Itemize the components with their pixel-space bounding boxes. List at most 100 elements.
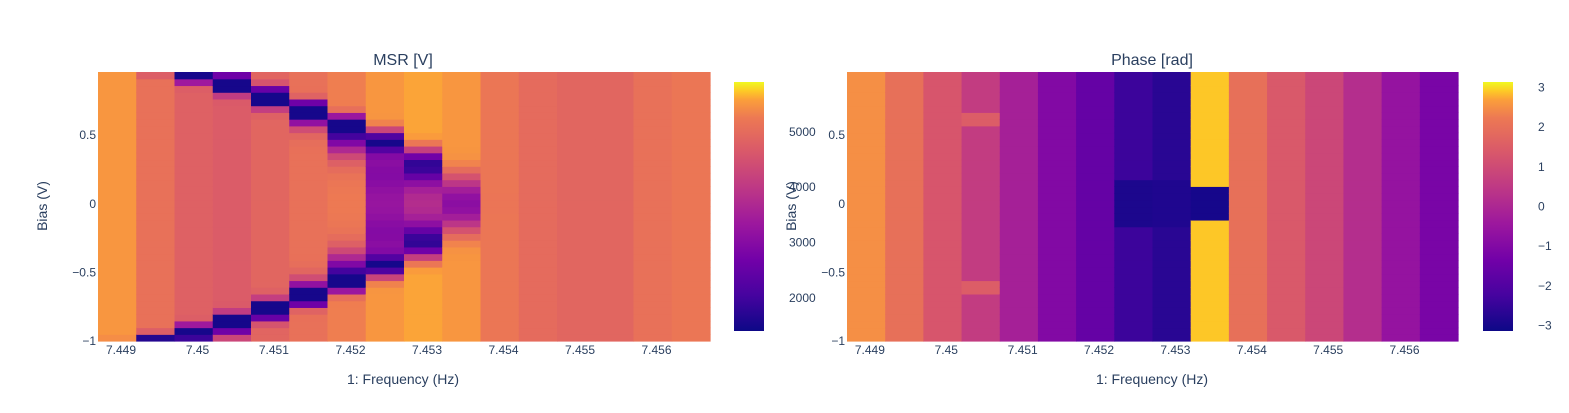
heatmap-cell <box>327 85 367 93</box>
heatmap-cell <box>404 98 443 107</box>
heatmap-cell <box>289 327 329 335</box>
heatmap-cell <box>1152 206 1192 214</box>
heatmap-cell <box>518 78 558 87</box>
heatmap-cell <box>518 152 558 161</box>
heatmap-cell <box>1381 307 1421 315</box>
heatmap-cell <box>595 72 635 80</box>
heatmap-cell <box>1267 139 1306 147</box>
heatmap-cell <box>327 92 367 100</box>
heatmap-cell <box>1228 280 1268 288</box>
heatmap-cell <box>557 85 596 93</box>
heatmap-cell <box>885 139 924 147</box>
heatmap-cell <box>557 267 596 275</box>
heatmap-cell <box>1228 307 1268 315</box>
heatmap-cell <box>212 219 252 228</box>
x-tick-label: 7.451 <box>259 343 289 357</box>
heatmap-cell <box>1152 72 1192 80</box>
heatmap-cell <box>885 300 924 308</box>
heatmap-cell <box>1381 233 1421 241</box>
x-tick-label: 7.452 <box>1084 343 1114 357</box>
heatmap-cell <box>1305 206 1345 214</box>
heatmap-cell <box>404 273 443 282</box>
heatmap-cell <box>251 72 290 80</box>
heatmap-cell <box>1152 179 1192 187</box>
heatmap-cell <box>174 320 214 329</box>
heatmap-cell <box>174 273 214 282</box>
heatmap-cell <box>961 273 1001 282</box>
heatmap-cell <box>633 213 673 221</box>
heatmap-cell <box>404 132 443 140</box>
heatmap-cell <box>923 273 963 282</box>
msr-y-label: Bias (V) <box>34 181 50 231</box>
heatmap-cell <box>327 253 367 261</box>
heatmap-cell <box>1381 172 1421 181</box>
heatmap-cell <box>251 273 290 282</box>
heatmap-cell <box>633 172 673 181</box>
heatmap-cell <box>1076 179 1115 187</box>
heatmap-cell <box>404 119 443 127</box>
heatmap-cell <box>633 193 673 201</box>
heatmap-cell <box>174 226 214 234</box>
msr-heatmap <box>98 72 711 342</box>
heatmap-cell <box>1228 267 1268 275</box>
heatmap-cell <box>518 159 558 167</box>
heatmap-cell <box>1037 253 1077 261</box>
heatmap-cell <box>251 85 290 93</box>
heatmap-cell <box>365 233 405 241</box>
heatmap-cell <box>595 246 635 255</box>
heatmap-cell <box>1228 186 1268 194</box>
heatmap-cell <box>1076 98 1115 107</box>
heatmap-cell <box>999 219 1039 228</box>
heatmap-cell <box>961 287 1001 295</box>
heatmap-cell <box>847 206 886 214</box>
heatmap-cell <box>404 112 443 120</box>
heatmap-cell <box>633 273 673 282</box>
heatmap-cell <box>595 273 635 282</box>
heatmap-cell <box>1114 314 1154 322</box>
heatmap-cell <box>136 159 176 167</box>
heatmap-cell <box>1419 240 1459 248</box>
heatmap-cell <box>923 226 963 234</box>
heatmap-cell <box>1419 172 1459 181</box>
heatmap-cell <box>442 246 482 255</box>
heatmap-cell <box>1305 193 1345 201</box>
heatmap-cell <box>923 307 963 315</box>
heatmap-cell <box>251 206 290 214</box>
heatmap-cell <box>923 206 963 214</box>
heatmap-cell <box>999 172 1039 181</box>
heatmap-cell <box>961 179 1001 187</box>
heatmap-cell <box>1190 307 1230 315</box>
heatmap-cell <box>1037 300 1077 308</box>
heatmap-cell <box>1228 273 1268 282</box>
heatmap-cell <box>1419 226 1459 234</box>
heatmap-cell <box>1305 105 1345 113</box>
heatmap-cell <box>923 179 963 187</box>
heatmap-cell <box>633 280 673 288</box>
heatmap-cell <box>1076 72 1115 80</box>
heatmap-cell <box>1267 219 1306 228</box>
heatmap-cell <box>212 92 252 100</box>
phase-x-ticks: 7.449 7.45 7.451 7.452 7.453 7.454 7.455 7.456 <box>855 343 1420 357</box>
heatmap-cell <box>1114 159 1154 167</box>
heatmap-cell <box>999 327 1039 335</box>
heatmap-cell <box>136 314 176 322</box>
heatmap-cell <box>671 92 711 100</box>
heatmap-cell <box>1381 145 1421 154</box>
heatmap-cell <box>1381 166 1421 174</box>
heatmap-cell <box>671 132 711 140</box>
heatmap-cell <box>365 112 405 120</box>
heatmap-cell <box>1037 125 1077 134</box>
heatmap-cell <box>961 280 1001 288</box>
heatmap-cell <box>1037 132 1077 140</box>
heatmap-cell <box>1305 293 1345 302</box>
heatmap-cell <box>289 246 329 255</box>
heatmap-cell <box>1267 78 1306 87</box>
heatmap-cell <box>1114 280 1154 288</box>
heatmap-cell <box>251 139 290 147</box>
heatmap-cell <box>923 166 963 174</box>
heatmap-cell <box>885 253 924 261</box>
heatmap-cell <box>633 226 673 234</box>
heatmap-cell <box>1076 300 1115 308</box>
heatmap-cell <box>136 226 176 234</box>
heatmap-cell <box>289 219 329 228</box>
